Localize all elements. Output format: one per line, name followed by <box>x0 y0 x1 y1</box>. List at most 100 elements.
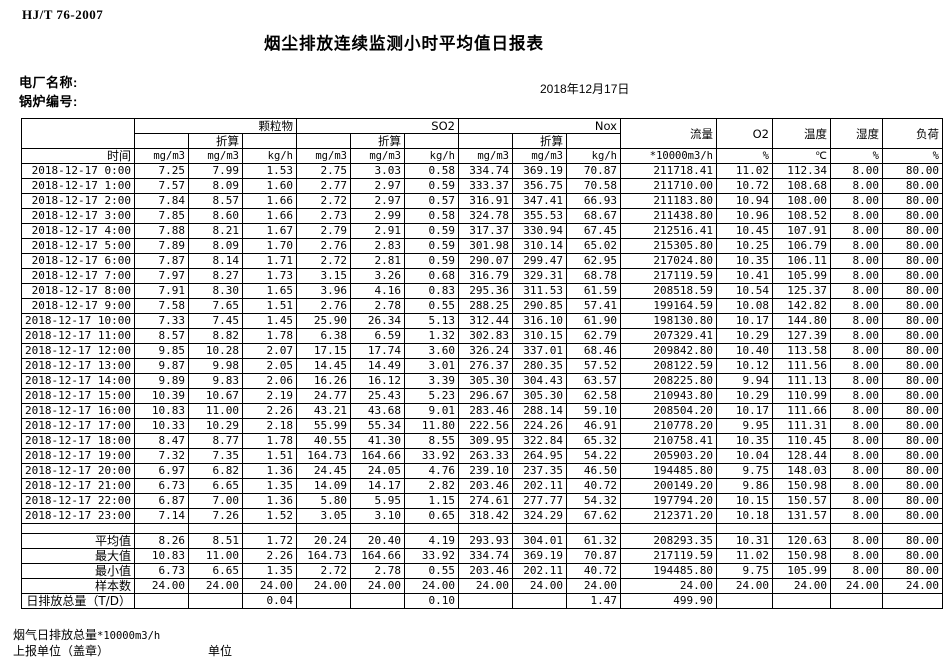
unit-load: % <box>881 148 943 164</box>
cell-so2-mgm3: 2.72 <box>295 193 351 209</box>
cell-flow: 211710.00 <box>619 178 717 194</box>
cell-nox-converted: 24.00 <box>511 578 567 594</box>
cell-so2-converted: 55.34 <box>349 418 405 434</box>
cell-particulate-converted: 24.00 <box>187 578 243 594</box>
cell-nox-mgm3: 333.37 <box>457 178 513 194</box>
cell-humidity: 8.00 <box>829 493 883 509</box>
cell-nox-kgh: 57.52 <box>565 358 621 374</box>
cell-so2-kgh: 0.59 <box>403 253 459 269</box>
cell-load: 80.00 <box>881 358 943 374</box>
cell-o2: 10.25 <box>715 238 773 254</box>
cell-so2-mgm3: 6.38 <box>295 328 351 344</box>
cell-particulate-mgm3: 7.14 <box>133 508 189 524</box>
table-row: 2018-12-17 17:00 10.33 10.29 2.18 55.99 55.34… <box>21 418 943 434</box>
cell-particulate-converted: 7.99 <box>187 163 243 179</box>
cell-humidity: 8.00 <box>829 358 883 374</box>
cell-flow: 207329.41 <box>619 328 717 344</box>
cell-load: 80.00 <box>881 448 943 464</box>
cell-so2-kgh: 8.55 <box>403 433 459 449</box>
cell-so2-kgh: 1.32 <box>403 328 459 344</box>
cell-nox-kgh: 54.22 <box>565 448 621 464</box>
cell-nox-mgm3: 222.56 <box>457 418 513 434</box>
cell-flow: 217119.59 <box>619 268 717 284</box>
cell-humidity: 8.00 <box>829 463 883 479</box>
cell-so2-converted: 17.74 <box>349 343 405 359</box>
report-org-label: 上报单位（盖章） <box>13 644 110 658</box>
cell-particulate-converted: 7.65 <box>187 298 243 314</box>
report-date: 2018年12月17日 <box>540 82 630 96</box>
cell-particulate-mgm3: 10.39 <box>133 388 189 404</box>
cell-load: 80.00 <box>881 388 943 404</box>
cell-so2-converted: 20.40 <box>349 533 405 549</box>
header-blank-n3 <box>565 133 621 149</box>
cell-humidity: 8.00 <box>829 298 883 314</box>
cell-particulate-kgh: 1.71 <box>241 253 297 269</box>
spacer-cell <box>21 523 135 534</box>
cell-nox-mgm3: 203.46 <box>457 478 513 494</box>
cell-particulate-mgm3: 7.57 <box>133 178 189 194</box>
unit-label: 单位 <box>208 644 233 658</box>
table-row: 2018-12-17 20:00 6.97 6.82 1.36 24.45 24.05 4.… <box>21 463 943 479</box>
cell-load: 80.00 <box>881 493 943 509</box>
cell-so2-converted: 2.83 <box>349 238 405 254</box>
spacer-cell <box>715 523 773 534</box>
cell-so2-kgh: 0.59 <box>403 238 459 254</box>
cell-nox-mgm3: 334.74 <box>457 548 513 564</box>
cell-particulate-converted: 8.77 <box>187 433 243 449</box>
cell-particulate-mgm3: 7.85 <box>133 208 189 224</box>
cell-nox-kgh: 61.59 <box>565 283 621 299</box>
cell-nox-mgm3: 326.24 <box>457 343 513 359</box>
cell-so2-mgm3: 164.73 <box>295 448 351 464</box>
cell-humidity: 8.00 <box>829 563 883 579</box>
cell-temperature: 125.37 <box>771 283 831 299</box>
cell-particulate-mgm3: 7.84 <box>133 193 189 209</box>
cell-o2: 10.72 <box>715 178 773 194</box>
header-row-units: 时间 mg/m3 mg/m3 kg/h mg/m3 mg/m3 kg/h mg/… <box>21 148 943 164</box>
cell-particulate-converted: 8.57 <box>187 193 243 209</box>
cell-nox-kgh: 66.93 <box>565 193 621 209</box>
cell-nox-mgm3: 274.61 <box>457 493 513 509</box>
cell-so2-kgh: 33.92 <box>403 448 459 464</box>
cell-flow: 217024.80 <box>619 253 717 269</box>
table-row: 2018-12-17 18:00 8.47 8.77 1.78 40.55 41.30 8.… <box>21 433 943 449</box>
cell-particulate-converted: 8.60 <box>187 208 243 224</box>
cell-particulate-kgh: 1.66 <box>241 193 297 209</box>
cell-so2-mgm3: 3.96 <box>295 283 351 299</box>
cell-humidity: 8.00 <box>829 508 883 524</box>
cell-nox-mgm3: 309.95 <box>457 433 513 449</box>
cell-load: 80.00 <box>881 178 943 194</box>
cell-so2-converted: 4.16 <box>349 283 405 299</box>
header-blank-s1 <box>295 133 351 149</box>
cell-nox-converted: 369.19 <box>511 548 567 564</box>
table-row: 2018-12-17 13:00 9.87 9.98 2.05 14.45 14.49 3.… <box>21 358 943 374</box>
spacer-cell <box>241 523 297 534</box>
cell-particulate-converted: 11.00 <box>187 548 243 564</box>
cell-o2: 11.02 <box>715 548 773 564</box>
cell-temperature: 120.63 <box>771 533 831 549</box>
cell-so2-kgh: 5.23 <box>403 388 459 404</box>
cell-load: 80.00 <box>881 433 943 449</box>
cell-so2-mgm3: 24.45 <box>295 463 351 479</box>
cell-particulate-mgm3: 7.97 <box>133 268 189 284</box>
spacer-cell <box>619 523 717 534</box>
cell-nox-kgh: 65.32 <box>565 433 621 449</box>
cell-so2-kgh: 0.83 <box>403 283 459 299</box>
cell-o2: 10.29 <box>715 388 773 404</box>
cell-load: 80.00 <box>881 238 943 254</box>
cell-particulate-kgh: 1.51 <box>241 448 297 464</box>
cell-timestamp: 2018-12-17 23:00 <box>21 508 135 524</box>
cell-so2-kgh: 0.68 <box>403 268 459 284</box>
cell-so2-kgh: 3.60 <box>403 343 459 359</box>
flue-gas-daily-total: 烟气日排放总量*10000m3/h <box>13 626 160 643</box>
cell-daily-total-label: 日排放总量（T/D） <box>21 593 135 609</box>
cell-nox-converted: 324.29 <box>511 508 567 524</box>
cell-temperature: 131.57 <box>771 508 831 524</box>
cell-so2-converted: 2.78 <box>349 298 405 314</box>
cell-o2: 10.08 <box>715 298 773 314</box>
cell-nox-converted: 369.19 <box>511 163 567 179</box>
cell-o2: 11.02 <box>715 163 773 179</box>
cell-temperature: 127.39 <box>771 328 831 344</box>
cell-load: 80.00 <box>881 403 943 419</box>
cell-timestamp: 2018-12-17 16:00 <box>21 403 135 419</box>
cell-particulate-kgh: 1.70 <box>241 238 297 254</box>
